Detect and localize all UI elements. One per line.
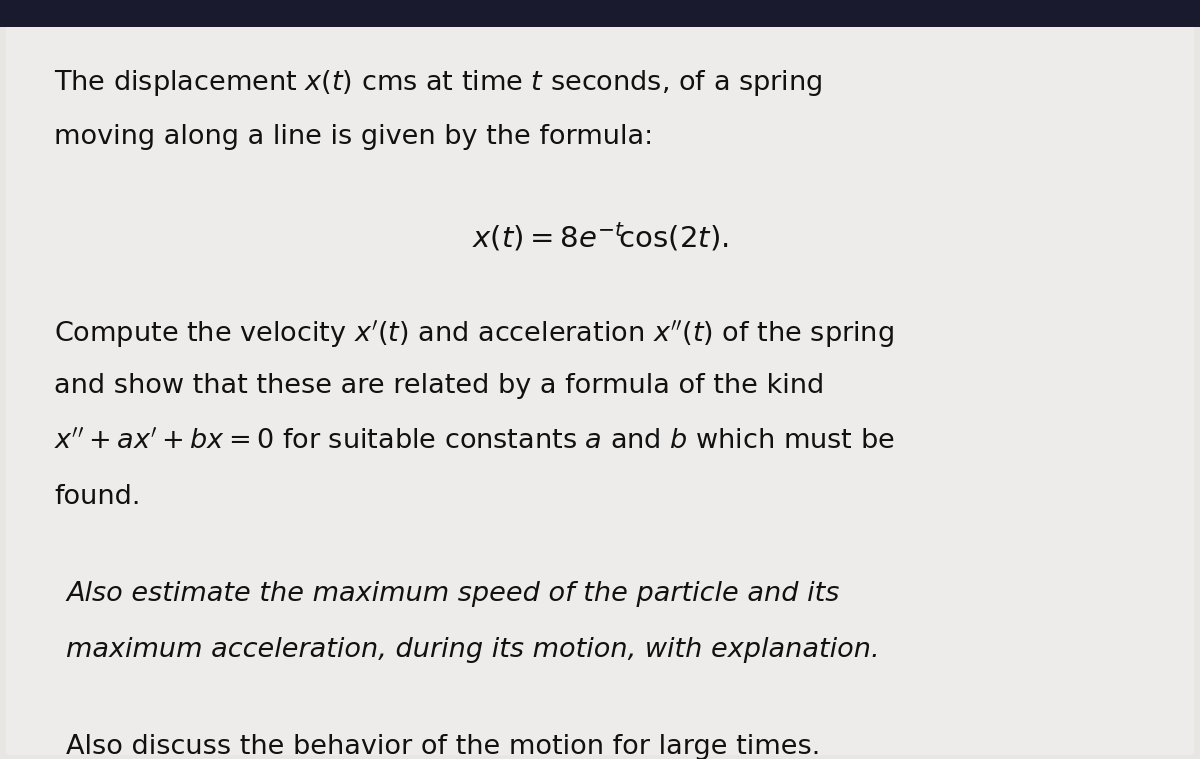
Text: and show that these are related by a formula of the kind: and show that these are related by a for… bbox=[54, 373, 824, 399]
Text: Also discuss the behavior of the motion for large times.: Also discuss the behavior of the motion … bbox=[66, 734, 821, 759]
Text: maximum acceleration, during its motion, with explanation.: maximum acceleration, during its motion,… bbox=[66, 637, 880, 663]
Text: The displacement $x(t)$ cms at time $t$ seconds, of a spring: The displacement $x(t)$ cms at time $t$ … bbox=[54, 68, 822, 99]
FancyBboxPatch shape bbox=[0, 0, 1200, 27]
FancyBboxPatch shape bbox=[6, 23, 1194, 755]
Text: $x(t) = 8e^{-t}\!\cos(2t).$: $x(t) = 8e^{-t}\!\cos(2t).$ bbox=[472, 221, 728, 253]
Text: moving along a line is given by the formula:: moving along a line is given by the form… bbox=[54, 124, 653, 150]
Text: $x'' + ax' + bx = 0$ for suitable constants $a$ and $b$ which must be: $x'' + ax' + bx = 0$ for suitable consta… bbox=[54, 429, 895, 455]
Text: found.: found. bbox=[54, 484, 140, 510]
Text: Compute the velocity $x'(t)$ and acceleration $x''(t)$ of the spring: Compute the velocity $x'(t)$ and acceler… bbox=[54, 318, 894, 350]
Text: Also estimate the maximum speed of the particle and its: Also estimate the maximum speed of the p… bbox=[66, 581, 839, 607]
